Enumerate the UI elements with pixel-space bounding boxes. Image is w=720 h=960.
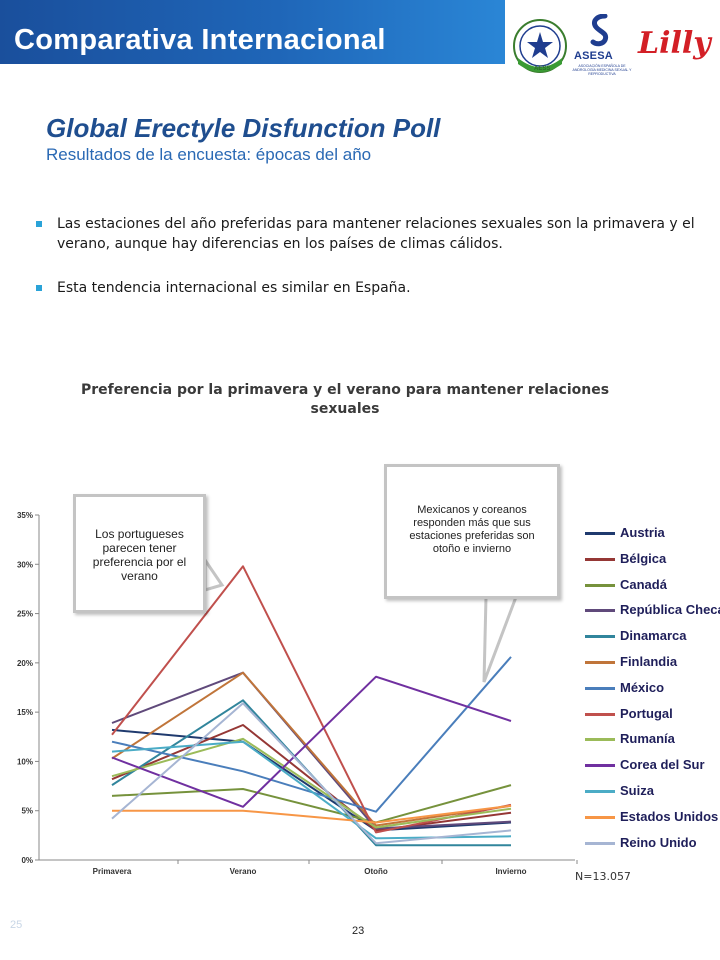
bullet-square-icon [36, 285, 42, 291]
y-tick-label: 25% [17, 610, 33, 619]
legend-swatch [585, 815, 615, 819]
sample-size-label: N=13.057 [575, 870, 631, 883]
y-tick-label: 20% [17, 659, 33, 668]
x-tick-label: Primavera [93, 867, 132, 876]
legend-item: Estados Unidos [585, 808, 719, 835]
legend-item: Finlandia [585, 654, 715, 680]
legend-swatch [585, 841, 615, 845]
legend-item: Dinamarca [585, 628, 715, 654]
bullet-square-icon [36, 221, 42, 227]
legend-swatch [585, 712, 615, 716]
y-tick-label: 35% [17, 511, 33, 520]
callout-portugal-text: Los portugueses parecen tener preferenci… [92, 527, 187, 583]
bullet-item: Las estaciones del año preferidas para m… [36, 214, 696, 254]
legend-item: Rumanía [585, 731, 715, 757]
legend-label: Suiza [620, 782, 654, 798]
series-line [111, 702, 512, 845]
legend-label: Reino Unido [620, 834, 697, 850]
legend-label: Austria [620, 525, 665, 540]
legend-swatch [585, 583, 615, 587]
x-tick-label: Verano [230, 867, 257, 876]
legend-swatch [585, 635, 615, 639]
legend-item: Canadá [585, 577, 715, 603]
legend-label: Dinamarca [620, 628, 687, 644]
legend-item: Portugal [585, 706, 715, 732]
series-line [111, 699, 511, 847]
legend-label: Canadá [620, 576, 667, 592]
legend-swatch [585, 532, 615, 535]
series-line [111, 671, 512, 827]
chart-title: Preferencia por la primavera y el verano… [80, 382, 610, 417]
logos: AESS ASESA ASOCIACIÓN ESPAÑOLA DE ANDROL… [512, 14, 717, 76]
legend-swatch [585, 738, 615, 742]
chart-legend: Austria Bélgica Canadá República Checa Dinam… [585, 525, 720, 861]
x-tick-label: Otoño [364, 867, 388, 876]
bullet-text: Las estaciones del año preferidas para m… [57, 216, 695, 252]
legend-label: Finlandia [620, 653, 678, 669]
header-band: Comparativa Internacional [0, 0, 505, 64]
legend-label: Estados Unidos [620, 808, 719, 824]
slide-title: Global Erectyle Disfunction Poll [46, 113, 441, 143]
legend-item: Suiza [585, 783, 715, 809]
legend-label: Portugal [620, 705, 673, 721]
y-tick-label: 15% [17, 708, 33, 717]
y-tick-label: 10% [17, 757, 33, 766]
aess-logo-text: AESS [534, 66, 551, 72]
y-tick-label: 5% [21, 807, 33, 816]
legend-swatch [585, 686, 615, 690]
asesa-logo-subtext: ASOCIACIÓN ESPAÑOLA DE ANDROLOGÍA MEDICI… [572, 64, 632, 76]
slide-subtitle: Resultados de la encuesta: épocas del añ… [46, 145, 372, 164]
header-title: Comparativa Internacional [14, 24, 386, 56]
series-line [111, 728, 512, 832]
legend-label: República Checa [620, 602, 720, 618]
y-tick-label: 0% [21, 856, 33, 865]
legend-item: Reino Unido [585, 835, 715, 861]
legend-item: Bélgica [585, 551, 715, 577]
legend-item: Corea del Sur [585, 757, 715, 783]
bullet-text: Esta tendencia internacional es similar … [57, 280, 411, 296]
legend-label: Rumanía [620, 731, 675, 747]
aess-logo-icon [513, 19, 567, 73]
legend-item: República Checa [585, 602, 720, 628]
legend-swatch [585, 609, 615, 613]
ghost-page-number: 25 [10, 919, 23, 931]
legend-label: Bélgica [620, 550, 667, 566]
legend-swatch [585, 557, 615, 561]
page-number: 23 [352, 925, 365, 937]
series-line [111, 724, 512, 832]
y-tick-label: 30% [17, 560, 33, 569]
callout-portugal: Los portugueses parecen tener preferenci… [73, 494, 206, 613]
bullet-list: Las estaciones del año preferidas para m… [36, 214, 696, 298]
legend-label: Corea del Sur [620, 757, 705, 773]
series-line [111, 675, 512, 808]
legend-item: Austria [585, 525, 715, 551]
series-line [111, 784, 512, 824]
x-tick-label: Invierno [495, 867, 526, 876]
asesa-logo-text: ASESA [574, 50, 613, 62]
callout-mexico-korea-text: Mexicanos y coreanos responden más que s… [409, 504, 535, 555]
legend-swatch [585, 660, 615, 664]
legend-label: México [620, 679, 665, 695]
legend-item: México [585, 680, 715, 706]
legend-swatch [585, 789, 615, 793]
asesa-logo-icon [590, 14, 609, 47]
bullet-item: Esta tendencia internacional es similar … [36, 278, 696, 298]
series-line [111, 737, 512, 829]
callout-mexico-korea: Mexicanos y coreanos responden más que s… [384, 464, 560, 599]
legend-swatch [585, 764, 615, 768]
lilly-logo-text: Lilly [638, 26, 711, 61]
series-line [112, 804, 512, 824]
